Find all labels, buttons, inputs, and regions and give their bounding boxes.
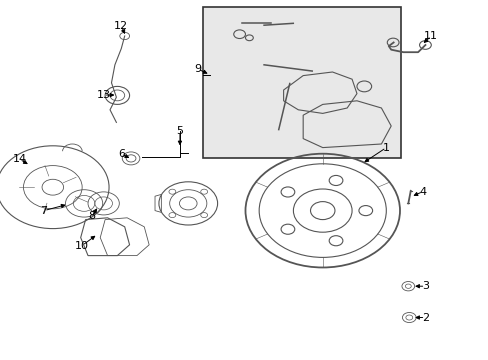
Text: 8: 8 — [88, 211, 95, 221]
Bar — [203, 7, 400, 158]
Text: 5: 5 — [176, 126, 183, 136]
Text: 2: 2 — [421, 312, 428, 323]
Text: 4: 4 — [419, 186, 426, 197]
Text: 12: 12 — [114, 21, 128, 31]
Text: 3: 3 — [421, 281, 428, 291]
Text: 14: 14 — [13, 154, 26, 164]
Text: 1: 1 — [382, 143, 389, 153]
Text: 13: 13 — [97, 90, 110, 100]
Text: 6: 6 — [118, 149, 124, 159]
Text: 11: 11 — [424, 31, 437, 41]
Text: 7: 7 — [41, 206, 47, 216]
Text: 9: 9 — [194, 64, 201, 74]
Text: 10: 10 — [75, 240, 89, 251]
